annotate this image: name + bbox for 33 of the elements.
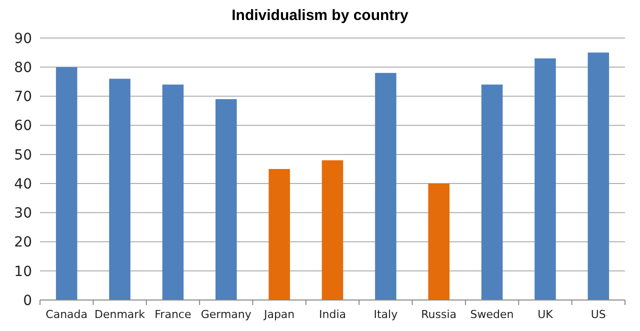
x-tick-label: Italy	[374, 308, 398, 321]
x-tick-label: Denmark	[94, 308, 146, 321]
x-tick-label: Sweden	[470, 308, 514, 321]
bar	[268, 169, 290, 300]
bar	[322, 160, 344, 300]
y-tick-label: 10	[14, 264, 32, 280]
bar	[428, 184, 450, 300]
x-tick-label: Russia	[421, 308, 457, 321]
bar	[56, 67, 78, 300]
x-tick-label: India	[319, 308, 346, 321]
y-tick-label: 30	[14, 206, 32, 222]
y-tick-label: 70	[14, 89, 32, 106]
x-tick-label: US	[590, 308, 606, 321]
y-tick-label: 20	[14, 234, 32, 251]
chart-title: Individualism by country	[232, 7, 410, 24]
x-tick-label: Canada	[46, 308, 88, 321]
x-tick-label: Japan	[262, 308, 295, 321]
bar	[216, 99, 237, 300]
y-tick-label: 50	[14, 147, 32, 164]
bar	[588, 52, 610, 300]
y-tick-label: 0	[23, 292, 32, 309]
bar	[375, 72, 396, 300]
bar	[481, 84, 503, 300]
y-tick-label: 60	[14, 118, 32, 134]
x-tick-label: France	[154, 308, 192, 321]
bar	[162, 84, 184, 300]
bar	[109, 78, 130, 300]
y-tick-label: 80	[14, 60, 32, 76]
bar	[534, 58, 556, 300]
x-tick-label: UK	[538, 308, 554, 321]
y-tick-label: 90	[14, 30, 32, 47]
x-tick-label: Germany	[200, 308, 252, 321]
y-tick-label: 40	[14, 176, 32, 192]
